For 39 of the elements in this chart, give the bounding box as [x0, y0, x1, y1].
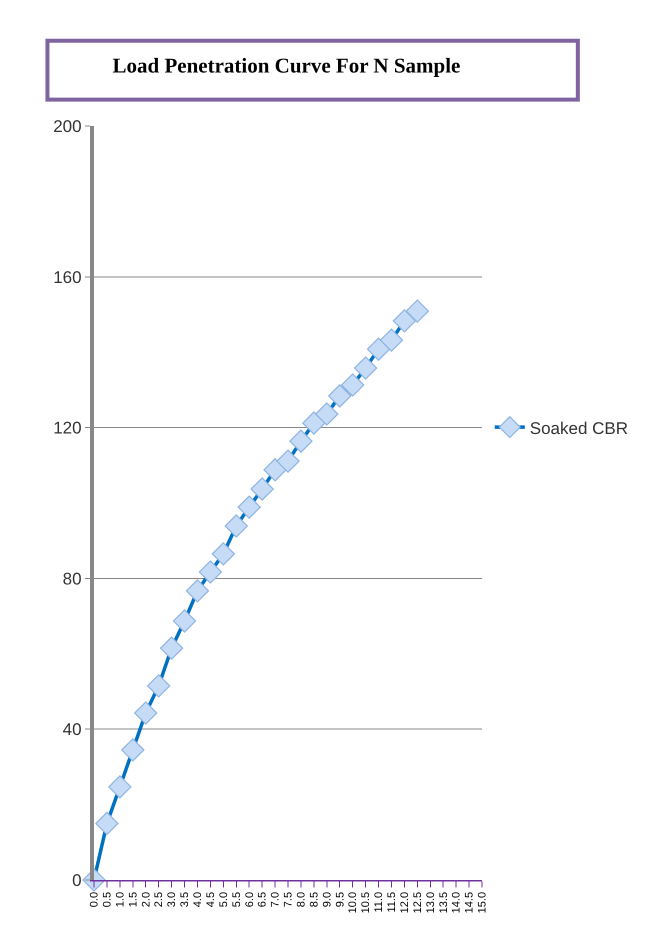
x-tick-label: 7.5 [282, 892, 295, 908]
y-tick-label: 120 [53, 418, 82, 438]
x-tick-label: 14.5 [464, 892, 476, 914]
x-tick-label: 4.0 [192, 892, 204, 908]
legend-label: Soaked CBR [530, 418, 628, 438]
x-tick-label: 12.5 [412, 892, 424, 914]
x-tick-label: 12.0 [398, 892, 411, 914]
x-tick-label: 13.5 [438, 892, 450, 914]
x-tick-label: 2.0 [140, 892, 152, 908]
x-tick-label: 5.0 [218, 892, 230, 908]
y-tick-label: 160 [53, 268, 82, 287]
y-tick-label: 80 [62, 569, 82, 588]
x-tick-label: 2.5 [153, 892, 166, 908]
x-tick-label: 4.5 [204, 892, 217, 908]
x-tick-label: 1.5 [127, 892, 140, 908]
x-tick-label: 11.0 [373, 892, 386, 912]
x-tick-label: 3.5 [179, 892, 192, 908]
x-tick-label: 15.0 [476, 892, 489, 914]
x-tick-label: 13.0 [424, 892, 437, 914]
x-tick-label: 8.5 [308, 892, 320, 908]
x-tick-label: 10.5 [360, 892, 372, 914]
x-tick-label: 10.0 [347, 892, 360, 914]
x-tick-label: 14.0 [450, 892, 463, 914]
x-tick-label: 7.0 [270, 892, 282, 908]
x-tick-label: 5.5 [230, 892, 243, 908]
y-tick-label: 200 [53, 116, 82, 136]
x-tick-label: 9.0 [321, 892, 334, 908]
x-tick-label: 0.5 [102, 892, 114, 908]
x-tick-label: 9.5 [334, 892, 346, 908]
x-tick-label: 8.0 [296, 892, 308, 908]
x-tick-label: 3.0 [166, 892, 178, 908]
y-tick-label: 0 [72, 870, 82, 890]
x-tick-label: 0.0 [88, 892, 101, 908]
x-tick-label: 6.0 [244, 892, 256, 908]
x-tick-label: 11.5 [386, 892, 398, 912]
x-tick-label: 6.5 [256, 892, 269, 908]
x-tick-label: 1.0 [114, 892, 126, 908]
chart-title: Load Penetration Curve For N Sample [112, 53, 460, 78]
y-tick-label: 40 [62, 720, 82, 740]
